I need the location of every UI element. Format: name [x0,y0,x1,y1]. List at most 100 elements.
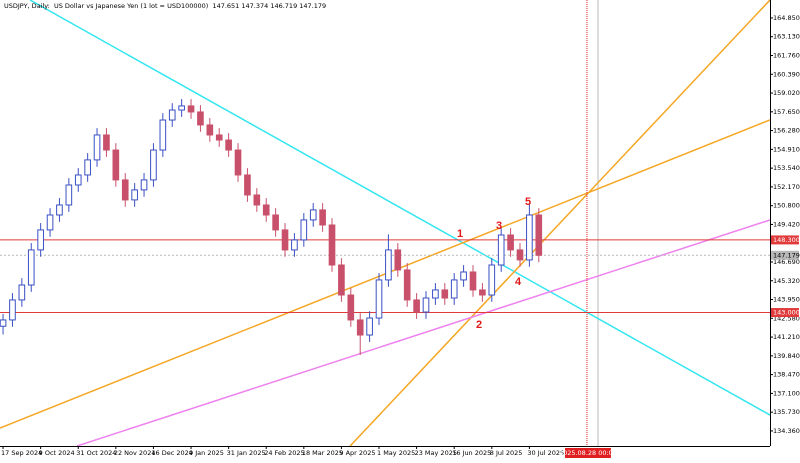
y-tick-label: 163.130 [773,33,800,41]
candle-body [121,179,129,201]
candle-body [168,109,176,121]
candle-body [319,209,326,226]
candle-body [131,189,138,201]
candle-body [103,134,110,151]
x-tick-label: 16 Jun 2025 [452,449,491,457]
candle-body [262,204,270,216]
y-tick-label: 141.210 [773,333,800,341]
candle-body [187,105,195,113]
y-tick-label: 154.910 [773,145,800,153]
y-tick-label: 153.540 [773,164,800,172]
trend-line [29,0,770,416]
candle-body [507,234,514,251]
plot-area [0,0,770,446]
level-label: 147.179 [773,251,800,259]
candle-body [338,264,345,296]
candle-body [9,299,16,321]
candle-body [178,105,185,111]
candle-body [403,269,411,301]
x-tick-label: 9 Apr 2025 [339,449,375,457]
candle-body [37,229,44,251]
x-tick-label: 31 Jan 2025 [227,449,266,457]
y-tick-label: 143.950 [773,296,800,304]
candle-body [497,234,505,266]
candle-body [479,289,486,296]
candle-body [309,209,317,221]
candle-body [46,214,54,231]
candle-body [526,214,533,261]
candle-body [225,139,232,151]
candle-body [140,179,148,191]
chart-title: USDJPY, Daily: US Dollar vs Japanese Yen… [4,2,326,10]
candle-body [328,224,336,266]
candle-body [394,249,402,271]
y-tick-label: 145.320 [773,277,800,285]
x-tick-label: 31 Oct 2024 [76,449,116,457]
candle-body [244,174,251,196]
candle-body [450,279,458,299]
candle-body [281,229,289,251]
y-tick-label: 146.690 [773,258,800,266]
candle-body [375,279,383,319]
x-tick-label: 24 Feb 2025 [264,449,304,457]
x-tick-label: 23 May 2025 [415,449,457,457]
y-tick-label: 137.100 [773,389,800,397]
level-label-box [771,308,799,318]
trend-line [349,0,770,446]
candle-body [56,204,63,216]
x-tick-label: 18 Mar 2025 [302,449,343,457]
candle-body [347,294,355,321]
candle-body [535,214,543,256]
candle-body [112,149,120,181]
x-tick-label: 1 May 2025 [377,449,415,457]
wave-label: 3 [496,220,502,232]
y-tick-label: 135.730 [773,408,800,416]
y-tick-label: 138.470 [773,371,800,379]
x-tick-label: 30 Jul 2025 [527,449,564,457]
candle-body [366,317,373,336]
candle-body [93,134,101,161]
candle-body [18,284,26,301]
cursor-label-box [564,448,611,458]
y-tick-label: 149.420 [773,220,800,228]
candle-body [253,194,261,206]
candle-body [460,271,467,281]
wave-label: 4 [515,276,522,288]
x-tick-label: 17 Sep 2024 [1,449,42,457]
wave-label: 5 [525,196,531,208]
candle-body [413,299,420,313]
wave-label: 1 [457,228,463,240]
wave-label: 2 [476,319,482,331]
y-tick-label: 159.020 [773,89,800,97]
candle-body [469,271,477,291]
trend-line [0,119,770,429]
y-tick-label: 160.390 [773,70,800,78]
y-tick-label: 142.580 [773,314,800,322]
candle-body [441,289,449,299]
candle-body [84,159,91,176]
y-tick-label: 134.360 [773,427,800,435]
x-tick-label: 8 Jul 2025 [490,449,523,457]
candle-body [516,249,524,261]
candle-body [65,184,73,206]
trend-line [76,219,770,446]
y-tick-label: 152.170 [773,183,800,191]
candle-body [0,319,7,327]
y-tick-label: 161.760 [773,51,800,59]
x-tick-label: 9 Jan 2025 [189,449,224,457]
cursor-label: 2025.08.28 00:00 [559,449,617,457]
candle-body [291,239,298,251]
candle-body [74,174,82,186]
candle-body [356,319,364,336]
x-tick-label: 9 Oct 2024 [39,449,75,457]
level-label: 143.000 [773,309,800,317]
x-tick-label: 22 Nov 2024 [114,449,156,457]
candle-body [27,249,35,286]
candle-body [150,149,157,181]
x-tick-label: 16 Dec 2024 [151,449,193,457]
candle-body [215,134,223,141]
candle-body [488,264,496,296]
